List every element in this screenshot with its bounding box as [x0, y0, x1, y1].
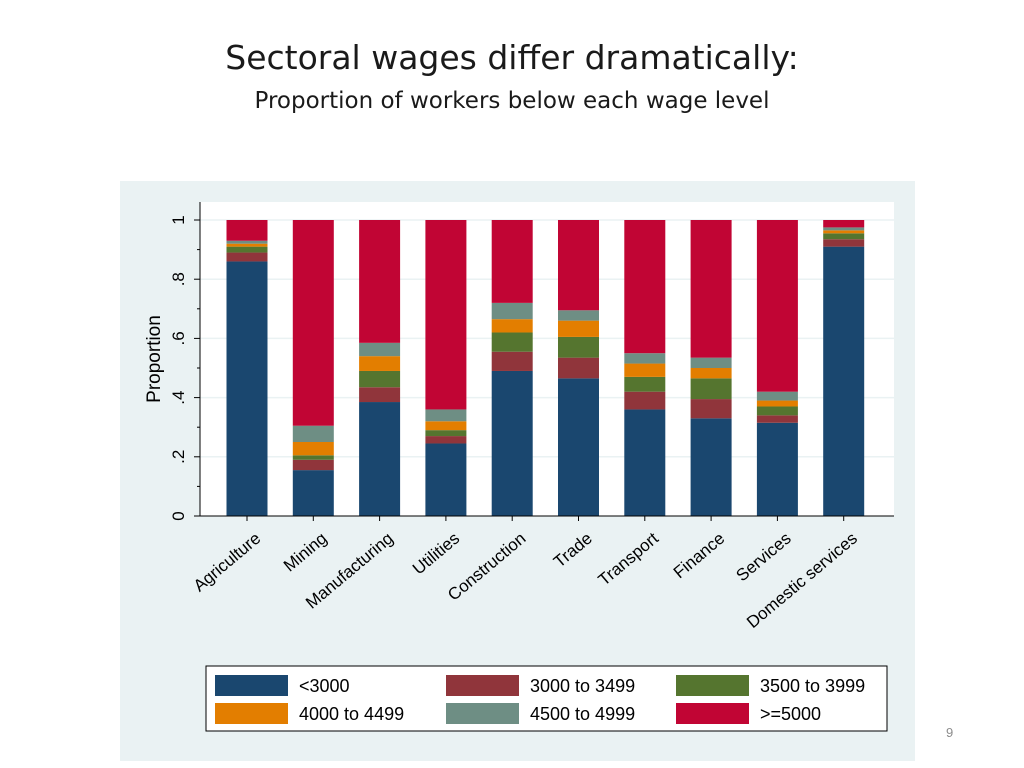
bar-segment — [226, 220, 268, 241]
page-number: 9 — [946, 725, 954, 740]
bar-segment — [491, 302, 533, 320]
bar-segment — [823, 220, 865, 228]
bar-segment — [624, 363, 666, 377]
bar-segment — [491, 319, 533, 333]
bar-segment — [690, 378, 732, 400]
bar-segment — [292, 455, 334, 460]
legend-swatch — [446, 675, 519, 696]
bar-segment — [292, 220, 334, 426]
bar-segment — [425, 443, 467, 516]
bars — [226, 220, 865, 516]
bar-segment — [425, 430, 467, 437]
legend-label: 3500 to 3999 — [760, 676, 865, 696]
bar-segment — [359, 387, 401, 403]
bar-segment — [690, 368, 732, 379]
bar-segment — [823, 233, 865, 240]
y-ticks: 0 .2 .4 .6 .8 1 — [169, 215, 200, 521]
bar-segment — [292, 425, 334, 442]
bar-segment — [756, 406, 798, 416]
bar-segment — [558, 310, 599, 321]
y-tick-label: .6 — [169, 331, 188, 345]
bar-segment — [690, 399, 732, 419]
y-tick-label: 1 — [169, 215, 188, 224]
bar-segment — [292, 470, 334, 516]
legend-label: 4000 to 4499 — [299, 704, 404, 724]
bar-segment — [359, 370, 401, 388]
bar-segment — [491, 220, 533, 303]
bar-segment — [491, 370, 533, 516]
bar-segment — [756, 422, 798, 516]
legend-swatch — [215, 675, 288, 696]
bar-segment — [823, 246, 865, 516]
bar-segment — [359, 356, 401, 371]
bar-segment — [624, 376, 666, 392]
legend-swatch — [446, 703, 519, 724]
bar-segment — [558, 220, 599, 311]
bar-segment — [226, 261, 268, 516]
legend-label: >=5000 — [760, 704, 821, 724]
legend-box — [205, 665, 888, 732]
bar-segment — [425, 409, 467, 422]
bar-segment — [491, 351, 533, 371]
bar-segment — [558, 320, 599, 337]
slide-title: Sectoral wages differ dramatically: — [225, 38, 799, 77]
bar-segment — [359, 402, 401, 516]
bar-segment — [756, 220, 798, 392]
bar-segment — [425, 421, 467, 431]
bar-segment — [226, 243, 268, 247]
y-axis-label: Proportion — [144, 315, 165, 403]
legend-swatch — [676, 675, 749, 696]
bar-segment — [491, 332, 533, 352]
bar-segment — [292, 459, 334, 471]
slide-subtitle: Proportion of workers below each wage le… — [254, 88, 770, 114]
legend-label: <3000 — [299, 676, 350, 696]
bar-segment — [624, 409, 666, 516]
bar-segment — [756, 391, 798, 401]
bar-segment — [624, 353, 666, 364]
bar-segment — [425, 220, 467, 410]
y-tick-label: .2 — [169, 450, 188, 464]
y-tick-label: .4 — [169, 391, 188, 405]
bar-segment — [823, 227, 865, 231]
bar-segment — [624, 391, 666, 410]
bar-segment — [425, 436, 467, 444]
bar-segment — [292, 442, 334, 456]
bar-segment — [359, 342, 401, 357]
bar-segment — [823, 230, 865, 234]
bar-segment — [226, 252, 268, 262]
bar-segment — [756, 400, 798, 407]
legend-label: 4500 to 4999 — [530, 704, 635, 724]
bar-segment — [823, 239, 865, 247]
y-tick-label: .8 — [169, 272, 188, 286]
y-tick-label: 0 — [169, 511, 188, 520]
legend: <3000 3000 to 3499 3500 to 3999 4000 to 449… — [215, 675, 865, 724]
bar-segment — [226, 246, 268, 253]
bar-segment — [359, 220, 401, 343]
bar-segment — [756, 415, 798, 423]
bar-segment — [558, 378, 599, 516]
bar-segment — [226, 240, 268, 244]
bar-segment — [624, 220, 666, 354]
bar-segment — [558, 357, 599, 379]
bar-segment — [690, 418, 732, 516]
legend-swatch — [215, 703, 288, 724]
legend-label: 3000 to 3499 — [530, 676, 635, 696]
bar-segment — [558, 336, 599, 358]
legend-swatch — [676, 703, 749, 724]
bar-segment — [690, 220, 732, 358]
bar-segment — [690, 357, 732, 368]
